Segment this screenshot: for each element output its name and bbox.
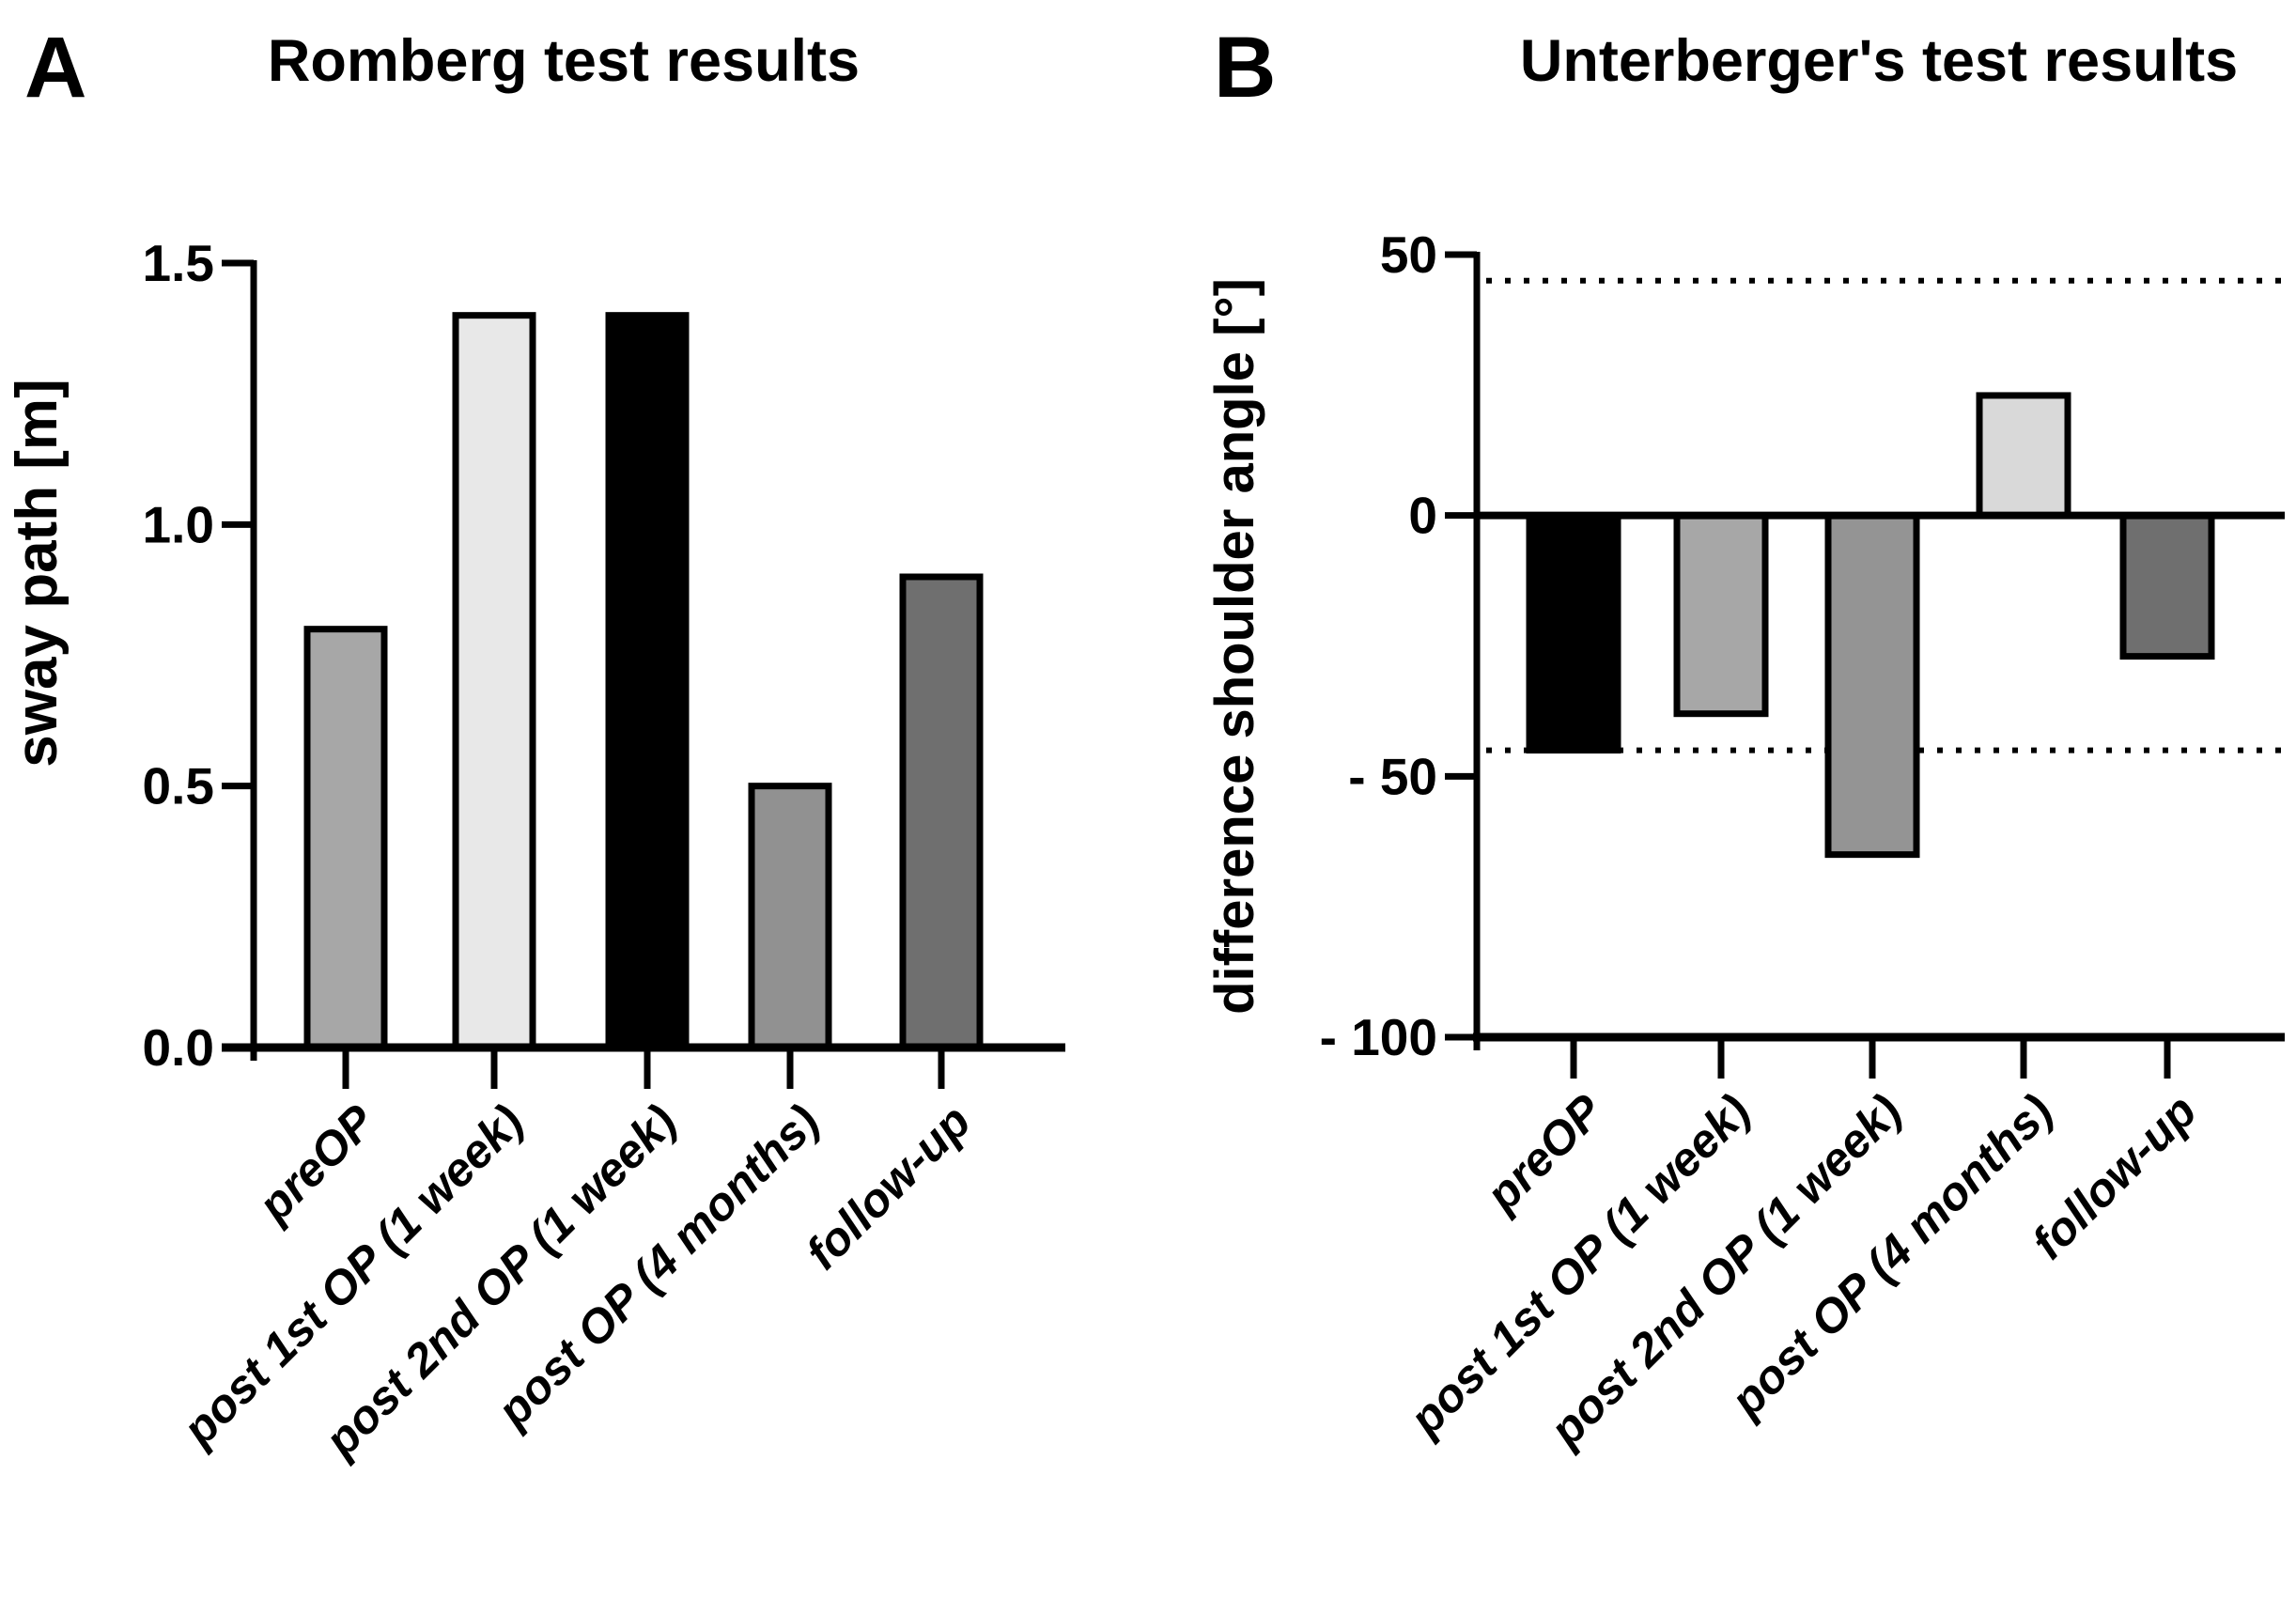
y-tick-label: 0.0 [143, 1018, 214, 1077]
bar-post-2nd-op-1-week- [605, 312, 690, 1051]
unterberger-bar-chart: 50 0 - 50 - 100 difference shoulder angle [°… [1204, 225, 2285, 1457]
panel-title-romberg: Romberg test results [267, 28, 861, 94]
y-tick-label: 1.0 [143, 495, 214, 553]
x-tick-label: follow-up [796, 1094, 981, 1280]
panel-title-unterberger: Unterberger's test results [1519, 28, 2239, 94]
y-axis-title: difference shoulder angle [°] [1204, 278, 1265, 1015]
y-tick-label: 50 [1380, 225, 1437, 284]
y-axis-title: sway path [m] [5, 379, 70, 767]
bar-post-1st-op-1-week- [452, 312, 536, 1051]
panel-letter-a: A [24, 20, 87, 116]
y-tick-label: 0.5 [143, 757, 214, 815]
bar-preop [303, 626, 388, 1051]
x-tick-label: preOP [1475, 1084, 1614, 1223]
bar-preop [1526, 512, 1621, 754]
x-tick-label: preOP [247, 1094, 386, 1234]
y-tick-label: 0 [1408, 487, 1437, 545]
bar-follow-up [2119, 512, 2215, 660]
bar-post-op-4-months- [1976, 392, 2071, 520]
bar-post-2nd-op-1-week- [1824, 512, 1920, 859]
panel-letter-b: B [1214, 20, 1277, 116]
bar-post-1st-op-1-week- [1673, 512, 1769, 718]
y-tick-label: - 100 [1320, 1008, 1437, 1066]
y-tick-label: 1.5 [143, 234, 214, 292]
panel-a: A Romberg test results 1.5 1.0 0.5 0.0 sway … [5, 20, 1065, 1467]
bar-post-op-4-months- [748, 783, 832, 1051]
panel-b: B Unterberger's test results 50 0 - 50 - 10… [1148, 0, 2296, 1599]
y-tick-label: - 50 [1348, 747, 1437, 805]
bar-follow-up [899, 573, 984, 1051]
